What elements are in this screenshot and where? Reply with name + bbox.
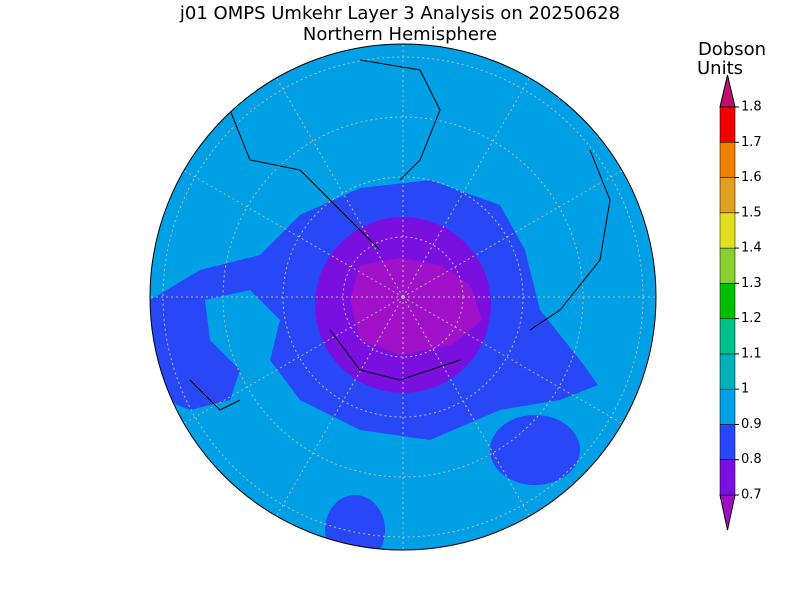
colorbar-extension-low: [719, 494, 736, 531]
colorbar-band: [719, 283, 736, 319]
map-title: j01 OMPS Umkehr Layer 3 Analysis on 2025…: [179, 3, 620, 24]
colorbar-tick-label: 1.1: [741, 346, 762, 361]
colorbar-band: [719, 106, 736, 143]
colorbar-band: [719, 212, 736, 249]
colorbar-tick-label: 1.8: [741, 100, 762, 115]
meridian: [402, 296, 629, 428]
colorbar-tick-label: 0.7: [741, 488, 762, 503]
meridian: [272, 71, 404, 298]
colorbar-band: [719, 353, 736, 390]
contour-region: [350, 258, 482, 355]
meridian: [402, 71, 534, 298]
map-border: [149, 43, 657, 551]
meridian: [272, 296, 404, 523]
colorbar: 0.7 0.8 0.9 1 1.1 1.2 1.3 1.4 1.5 1.6 1.7 1.8: [719, 74, 762, 531]
map-subtitle: Northern Hemisphere: [303, 24, 497, 45]
colorbar-band: [719, 459, 736, 496]
colorbar-band: [719, 142, 736, 178]
meridian: [177, 166, 404, 298]
meridian: [402, 296, 534, 523]
colorbar-tick-label: 0.9: [741, 417, 762, 432]
colorbar-band: [719, 247, 736, 284]
colorbar-extension-high: [719, 74, 736, 108]
colorbar-tick-label: 1: [741, 382, 749, 397]
colorbar-tick-label: 0.8: [741, 452, 762, 467]
contour-region: [490, 415, 580, 485]
colorbar-tick-label: 1.4: [741, 241, 762, 256]
colorbar-label: Dobson: [698, 39, 766, 60]
colorbar-tick-label: 1.5: [741, 205, 762, 220]
contour-region: [325, 495, 385, 550]
map-disk: [150, 44, 656, 550]
colorbar-band: [719, 177, 736, 214]
meridian: [402, 166, 629, 298]
colorbar-band: [719, 388, 736, 425]
colorbar-tick-label: 1.7: [741, 135, 762, 150]
colorbar-band: [719, 318, 736, 355]
colorbar-tick-label: 1.6: [741, 170, 762, 185]
colorbar-tick-label: 1.3: [741, 276, 762, 291]
coastline: [189, 59, 611, 411]
colorbar-band: [719, 424, 736, 460]
colorbar-tick-label: 1.2: [741, 311, 762, 326]
colorbar-label: Units: [697, 58, 743, 79]
